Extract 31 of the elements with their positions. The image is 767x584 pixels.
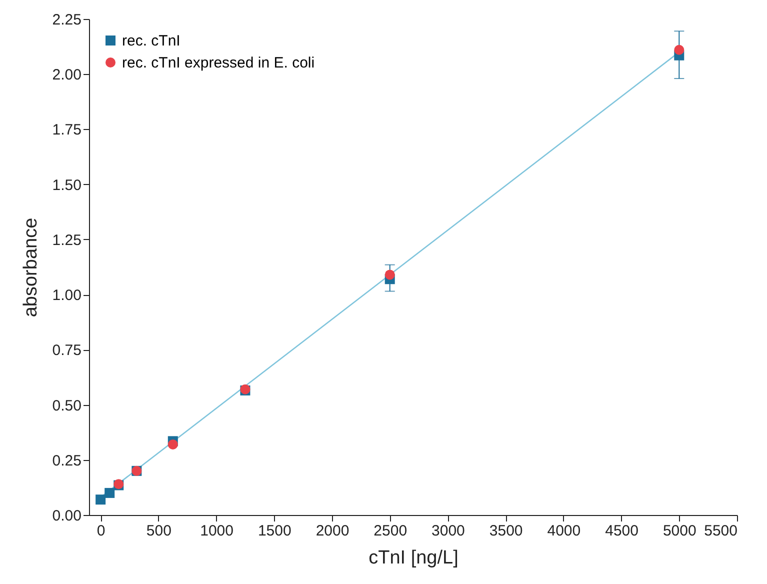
x-tick-label: 2500 [374, 522, 408, 540]
y-tick-label: 1.75 [52, 122, 82, 139]
x-axis-title: cTnI [ng/L] [368, 548, 458, 568]
x-tick-label: 1500 [258, 522, 292, 540]
x-tick-label: 0 [96, 522, 106, 540]
y-tick-label: 0.75 [52, 342, 82, 360]
point [674, 44, 684, 55]
y-tick-label: 0.25 [52, 452, 82, 470]
x-tick-label: 3000 [432, 522, 465, 540]
y-tick-label: 1.50 [52, 176, 82, 194]
legend-label: rec. cTnI [122, 32, 180, 50]
y-tick-label: 1.00 [52, 287, 82, 304]
point [384, 270, 395, 280]
y-axis-title: absorbance [20, 218, 42, 318]
point [168, 439, 178, 450]
x-tick-label: 2000 [316, 522, 350, 540]
x-tick-label: 1000 [200, 522, 234, 540]
y-tick-label: 2.25 [52, 12, 82, 28]
x-tick-label: 3500 [489, 522, 523, 540]
legend-label: rec. cTnI expressed in E. coli [122, 54, 315, 72]
x-tick-label: 5000 [662, 522, 696, 540]
y-tick-label: 2.00 [52, 66, 82, 84]
x-tick-label: 4500 [605, 522, 638, 540]
point [96, 494, 106, 505]
y-tick-label: 0.00 [52, 508, 82, 524]
y-tick-label: 0.50 [52, 397, 82, 414]
x-tick-label: 5500 [704, 522, 738, 540]
point [104, 488, 115, 498]
y-tick-label: 1.25 [52, 232, 82, 249]
x-tick-label: 500 [146, 522, 172, 540]
x-tick-label: 4000 [547, 522, 581, 540]
